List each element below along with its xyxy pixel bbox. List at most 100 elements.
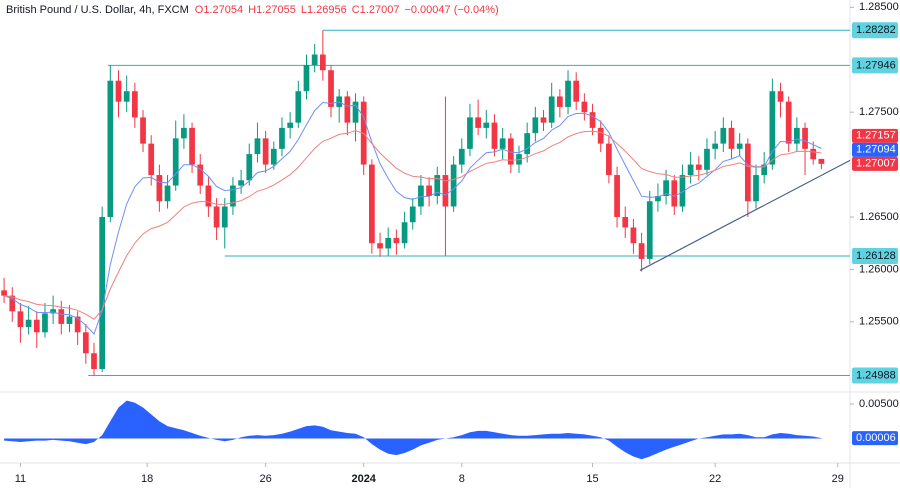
candle-body [156, 175, 163, 202]
candle-body [33, 319, 40, 333]
candle-body [565, 80, 571, 107]
candle-body [344, 96, 351, 123]
candle-body [409, 206, 416, 223]
x-tick-label: 22 [709, 473, 721, 485]
candle-body [99, 216, 106, 369]
last-value-box [852, 431, 898, 446]
candle-body [377, 243, 383, 249]
price-label-box [852, 128, 898, 143]
level-label: 1.28282 [856, 24, 896, 36]
candle-body [638, 243, 645, 259]
candle-body [777, 91, 784, 102]
candle-body [295, 91, 302, 123]
candle-body [606, 143, 612, 176]
candle-body [172, 138, 179, 186]
candle-body [499, 138, 506, 149]
candle-body [131, 91, 138, 118]
candle-body [58, 309, 65, 324]
candle-body [385, 237, 392, 249]
x-tick-label: 18 [141, 473, 153, 485]
candle-body [418, 185, 424, 207]
candle-body [254, 138, 261, 155]
y-tick-label: 0.00500 [859, 398, 899, 410]
moving-average [4, 129, 822, 320]
candle-body [785, 101, 792, 144]
candle-body [303, 64, 310, 92]
candle-body [540, 117, 547, 123]
ohlc-value: O1.27054 [195, 4, 243, 16]
candle-body [581, 101, 588, 113]
y-tick-label: 1.26500 [859, 211, 899, 223]
candle-body [597, 127, 604, 144]
candle-body [426, 185, 432, 197]
candle-body [74, 316, 81, 333]
candle-body [50, 309, 56, 314]
x-tick-label: 11 [15, 473, 26, 485]
candle-body [123, 91, 130, 102]
candle-body [458, 148, 465, 165]
candle-body [761, 164, 768, 176]
candle-body [25, 319, 32, 328]
candle-body [614, 175, 620, 217]
candle-body [646, 201, 653, 259]
y-tick-label: 1.28500 [859, 1, 899, 13]
moving-average [3, 101, 822, 335]
candle-body [434, 175, 441, 197]
candle-body [246, 154, 253, 181]
level-label: 1.24988 [856, 369, 896, 381]
candle-body [810, 148, 817, 160]
candle-body [556, 96, 563, 107]
candle-body [802, 127, 808, 149]
candle-body [270, 148, 277, 165]
candle-body [507, 138, 514, 165]
candle-body [352, 101, 359, 123]
candle-body [483, 122, 490, 128]
level-label-box [852, 57, 898, 74]
candle-body [736, 143, 743, 149]
candle-body [189, 127, 195, 165]
candle-body [181, 127, 187, 139]
candle-body [328, 70, 334, 107]
candle-body [140, 117, 146, 144]
trendline [639, 159, 851, 271]
price-label: 1.27157 [856, 130, 896, 142]
candle-body [221, 206, 228, 228]
chart-title: British Pound / U.S. Dollar, 4h, FXCM [6, 4, 189, 16]
candle-body [66, 316, 73, 324]
candle-body [589, 112, 596, 128]
level-label-box [852, 367, 898, 384]
candle-body [287, 122, 294, 128]
candle-body [401, 222, 408, 244]
change-value: −0.00047 (−0.04%) [404, 4, 498, 16]
price-label: 1.27007 [856, 158, 896, 170]
candle-body [753, 175, 759, 202]
candle-body [311, 54, 318, 65]
candle-body [115, 80, 122, 102]
candle-body [91, 353, 97, 369]
x-tick-label: 8 [459, 473, 465, 485]
candle-body [319, 54, 326, 71]
candle-body [205, 185, 212, 207]
candle-body [794, 127, 800, 144]
candle-body [9, 295, 16, 312]
candle-body [467, 117, 473, 149]
candle-body [630, 227, 637, 244]
candle-body [744, 143, 751, 202]
candle-body [704, 148, 710, 170]
candle-body [622, 216, 629, 228]
candle-body [695, 164, 702, 170]
candle-body [238, 180, 244, 186]
level-label-box [852, 247, 898, 264]
level-label: 1.27946 [856, 59, 896, 71]
candle-body [548, 96, 555, 123]
x-tick-label: 15 [586, 473, 598, 485]
candle-body [475, 117, 481, 128]
candle-body [42, 313, 48, 333]
x-tick-label: 2024 [351, 473, 376, 485]
candle-body [279, 127, 285, 149]
candle-body [148, 143, 155, 176]
x-tick-label: 26 [260, 473, 272, 485]
candle-body [17, 311, 24, 328]
ohlc-value: H1.27055 [248, 4, 296, 16]
candle-body [524, 133, 531, 155]
